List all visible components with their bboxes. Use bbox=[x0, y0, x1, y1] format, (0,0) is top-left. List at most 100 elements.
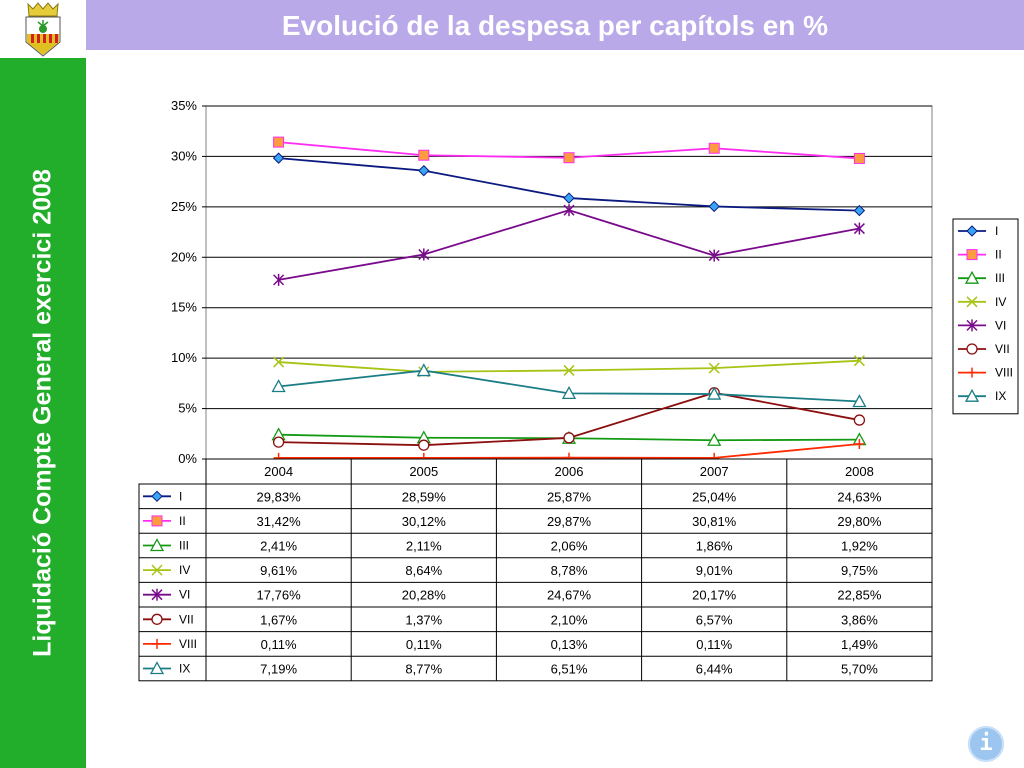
table-key-marker-viii bbox=[152, 638, 162, 649]
table-cell-iv-2005: 8,64% bbox=[405, 563, 442, 578]
table-key-marker-ii bbox=[151, 515, 163, 527]
point-ii-2004 bbox=[273, 136, 285, 148]
table-cell-vi-2007: 20,17% bbox=[692, 588, 737, 603]
table-cell-ii-2004: 31,42% bbox=[257, 514, 302, 529]
table-cell-ii-2007: 30,81% bbox=[692, 514, 737, 529]
point-ix-2007 bbox=[707, 386, 722, 400]
table-cell-iv-2007: 9,01% bbox=[696, 563, 733, 578]
table-cell-ii-2008: 29,80% bbox=[837, 514, 882, 529]
info-button[interactable]: i bbox=[968, 726, 1004, 762]
legend-label-iv: IV bbox=[995, 295, 1006, 309]
table-cell-viii-2007: 0,11% bbox=[696, 637, 732, 652]
legend-label-vi: VI bbox=[995, 318, 1006, 332]
legend-marker-i bbox=[966, 225, 978, 237]
point-i-2004 bbox=[272, 152, 285, 164]
legend-label-i: I bbox=[995, 224, 998, 238]
table-cell-viii-2006: 0,13% bbox=[551, 637, 588, 652]
y-tick-label: 35% bbox=[171, 98, 197, 113]
point-ix-2004 bbox=[271, 379, 286, 393]
table-cell-vii-2006: 2,10% bbox=[551, 612, 588, 627]
coat-of-arms-logo bbox=[0, 0, 86, 58]
series-line-vi bbox=[278, 209, 860, 281]
point-vii-2005 bbox=[418, 439, 430, 451]
table-row-label-iii: III bbox=[179, 539, 189, 553]
point-vii-2004 bbox=[272, 436, 285, 448]
table-row-label-ix: IX bbox=[179, 662, 190, 676]
table-cell-i-2005: 28,59% bbox=[402, 489, 447, 504]
point-ix-2006 bbox=[561, 385, 577, 399]
side-bar bbox=[0, 58, 86, 768]
page-title: Evolució de la despesa per capítols en % bbox=[281, 10, 829, 41]
table-row-label-viii: VIII bbox=[179, 637, 197, 651]
legend-label-iii: III bbox=[995, 271, 1005, 285]
legend-label-viii: VIII bbox=[995, 366, 1013, 380]
table-key-marker-ix bbox=[149, 661, 165, 675]
y-tick-label: 10% bbox=[171, 350, 197, 365]
point-vi-2007 bbox=[708, 249, 720, 262]
table-cell-ix-2008: 5,70% bbox=[841, 662, 878, 677]
x-tick-label-2006: 2006 bbox=[555, 464, 584, 479]
table-header-row bbox=[205, 458, 933, 485]
point-i-2006 bbox=[563, 192, 575, 204]
point-ii-2008 bbox=[853, 152, 865, 164]
y-tick-label: 5% bbox=[178, 401, 197, 416]
point-iv-2004 bbox=[273, 356, 285, 368]
table-cell-iv-2006: 8,78% bbox=[551, 563, 588, 578]
table-cell-vi-2006: 24,67% bbox=[547, 588, 592, 603]
point-i-2007 bbox=[708, 200, 720, 213]
point-ix-2008 bbox=[852, 394, 867, 408]
legend-marker-ix bbox=[964, 388, 980, 402]
table-key-marker-vii bbox=[151, 613, 163, 625]
point-iv-2007 bbox=[708, 362, 720, 374]
title-bar bbox=[86, 0, 1024, 50]
table-cell-i-2004: 29,83% bbox=[257, 489, 302, 504]
point-ii-2005 bbox=[418, 149, 430, 161]
table-key-marker-i bbox=[151, 490, 163, 503]
table-cell-vii-2007: 6,57% bbox=[696, 612, 733, 627]
table-cell-ix-2006: 6,51% bbox=[551, 662, 588, 677]
table-cell-ix-2004: 7,19% bbox=[260, 662, 297, 677]
point-ix-2005 bbox=[416, 363, 431, 377]
y-tick-label: 20% bbox=[171, 249, 197, 264]
table-key-marker-iii bbox=[149, 538, 165, 552]
y-tick-label: 0% bbox=[178, 451, 197, 466]
point-i-2005 bbox=[418, 164, 430, 177]
point-vi-2004 bbox=[273, 273, 285, 286]
table-cell-iii-2005: 2,11% bbox=[406, 539, 442, 554]
point-vi-2008 bbox=[853, 222, 865, 235]
x-tick-label-2004: 2004 bbox=[264, 464, 293, 479]
point-vii-2008 bbox=[853, 414, 866, 426]
table-row-label-vi: VI bbox=[179, 588, 190, 602]
point-ii-2007 bbox=[708, 142, 720, 154]
legend-box bbox=[952, 218, 1019, 415]
legend-label-ix: IX bbox=[995, 389, 1006, 403]
table-cell-viii-2004: 0,11% bbox=[261, 637, 297, 652]
table-cell-vi-2005: 20,28% bbox=[402, 588, 447, 603]
table-cell-iv-2008: 9,75% bbox=[841, 563, 878, 578]
legend-marker-iv bbox=[966, 296, 978, 308]
table-cell-iv-2004: 9,61% bbox=[260, 563, 297, 578]
table-cell-i-2008: 24,63% bbox=[837, 489, 882, 504]
x-tick-label-2008: 2008 bbox=[845, 464, 874, 479]
table-cell-ii-2005: 30,12% bbox=[402, 514, 447, 529]
table-cell-iii-2007: 1,86% bbox=[696, 539, 733, 554]
table-key-marker-vi bbox=[151, 588, 163, 601]
legend-label-ii: II bbox=[995, 248, 1002, 262]
table-cell-ix-2007: 6,44% bbox=[696, 662, 733, 677]
table-cell-ii-2006: 29,87% bbox=[547, 514, 592, 529]
legend-marker-vii bbox=[966, 343, 978, 355]
legend-marker-iii bbox=[964, 270, 980, 284]
legend-marker-viii bbox=[967, 367, 977, 378]
table-cell-viii-2008: 1,49% bbox=[841, 637, 878, 652]
table-cell-iii-2008: 1,92% bbox=[841, 539, 878, 554]
point-vii-2006 bbox=[563, 432, 575, 444]
point-vi-2005 bbox=[418, 248, 430, 261]
x-tick-label-2005: 2005 bbox=[409, 464, 438, 479]
point-i-2008 bbox=[853, 204, 866, 217]
table-cell-vii-2008: 3,86% bbox=[841, 612, 878, 627]
legend-marker-ii bbox=[966, 249, 978, 261]
y-tick-label: 15% bbox=[171, 300, 197, 315]
point-vi-2006 bbox=[563, 204, 575, 217]
table-key-marker-iv bbox=[151, 564, 163, 576]
table-cell-iii-2006: 2,06% bbox=[551, 539, 588, 554]
